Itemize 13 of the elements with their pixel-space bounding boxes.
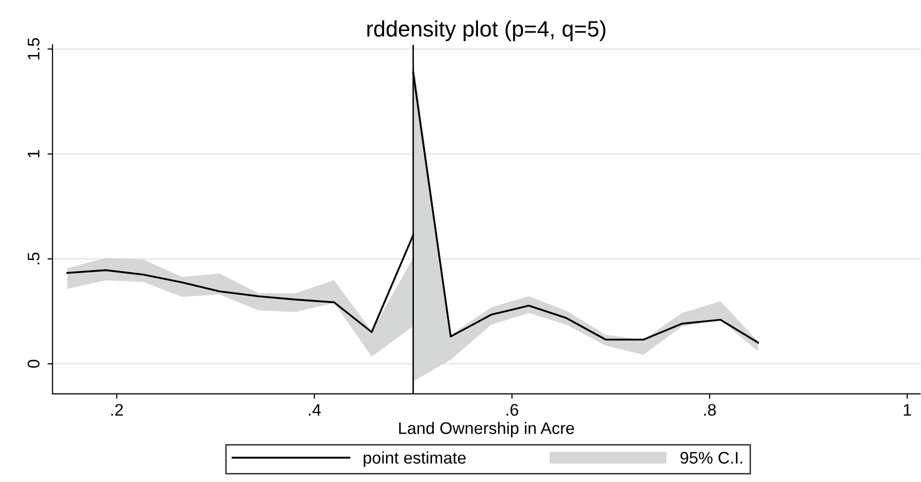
x-tick-label: .4 [308,404,321,416]
x-tick-label: .2 [111,404,123,416]
chart-title: rddensity plot (p=4, q=5) [367,20,606,42]
y-tick-label: 1.5 [28,38,40,60]
x-tick-label: .6 [506,404,518,416]
x-tick-label: 1 [904,404,912,416]
text: point estimate [364,451,466,467]
y-tick-label: 1 [28,150,40,158]
x-tick-label: .8 [704,404,716,416]
x-axis-title: Land Ownership in Acre [399,422,574,438]
y-tick-label: 0 [28,360,40,368]
y-tick-label: .5 [28,252,40,264]
text: 95% C.I. [680,452,742,464]
